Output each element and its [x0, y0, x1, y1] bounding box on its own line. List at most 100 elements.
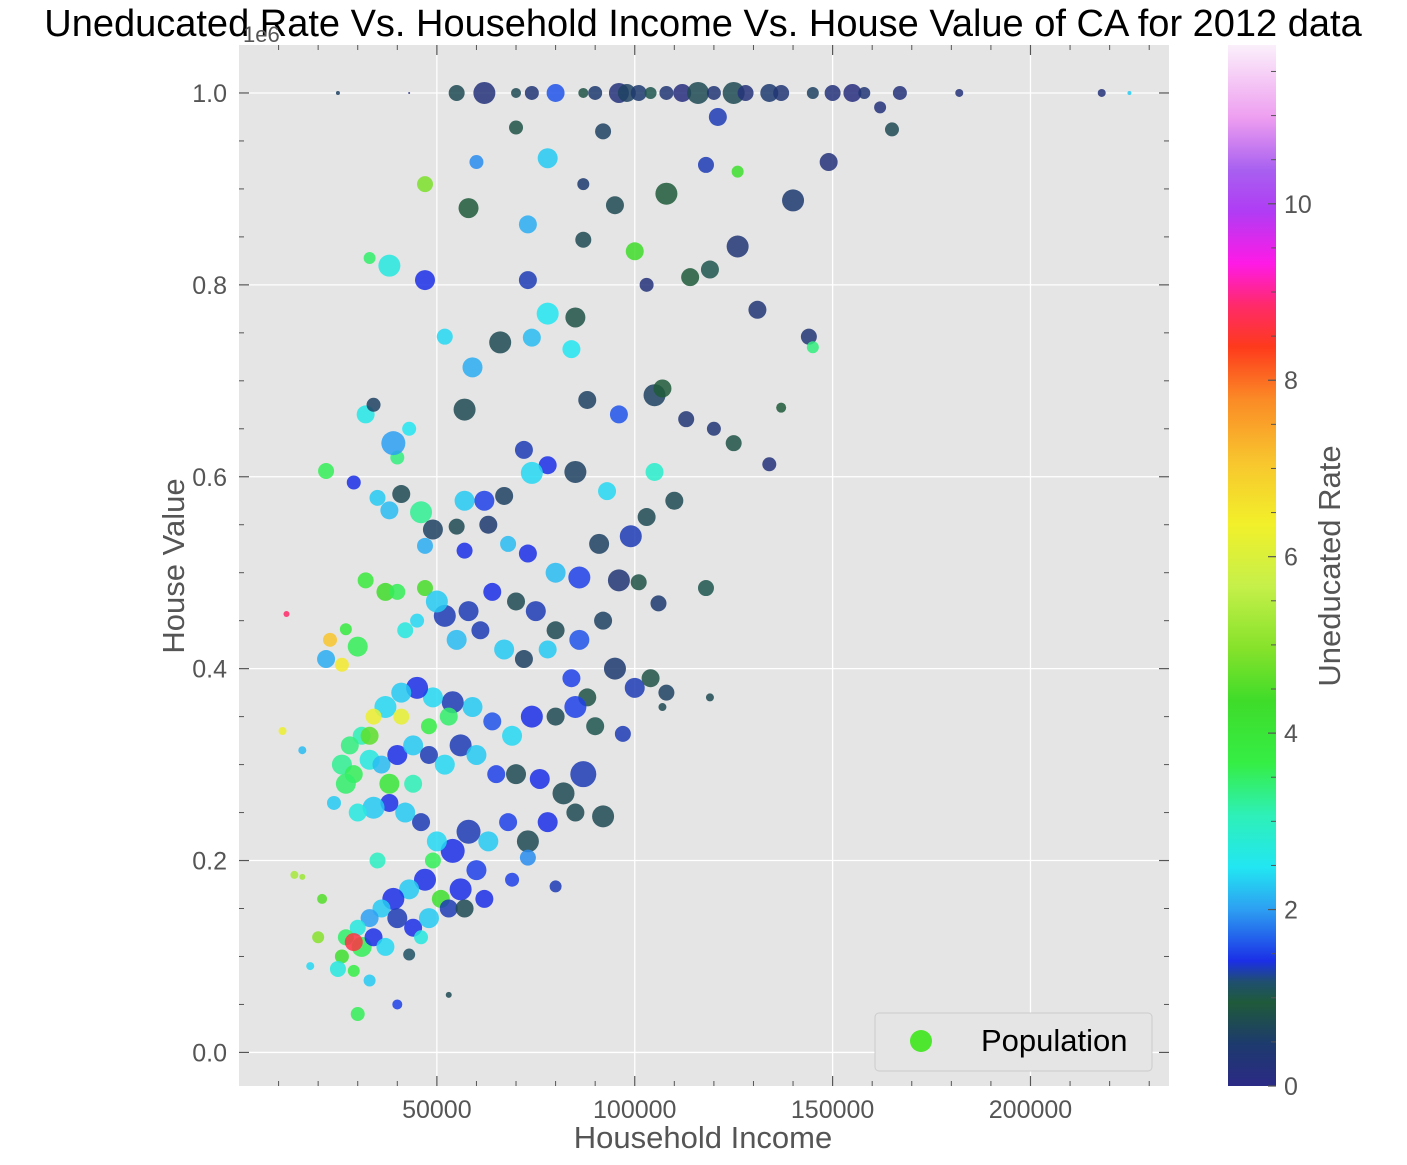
data-point [458, 601, 479, 622]
data-point [349, 919, 366, 936]
data-point [1127, 90, 1132, 95]
colorbar-tick-label: 10 [1284, 191, 1312, 219]
x-tick-label: 50000 [402, 1096, 472, 1124]
chart-title: Uneducated Rate Vs. Household Income Vs.… [44, 3, 1362, 45]
data-point [317, 893, 328, 904]
data-point [458, 198, 479, 219]
y-tick-label: 0.4 [192, 656, 227, 684]
data-point [414, 930, 429, 945]
data-point [350, 1007, 365, 1022]
data-point [525, 601, 546, 622]
data-point [617, 83, 636, 102]
data-point [283, 610, 290, 617]
colorbar-tick-label: 4 [1284, 720, 1298, 748]
data-point [655, 182, 678, 205]
data-point [624, 677, 645, 698]
data-point [570, 761, 597, 788]
colorbar-tick-label: 0 [1284, 1073, 1298, 1101]
data-point [650, 595, 667, 612]
data-point [500, 535, 517, 552]
colorbar: 0 2 4 6 8 10 Uneducated Rate [1228, 45, 1347, 1101]
data-point [473, 81, 496, 104]
data-point [546, 707, 565, 726]
data-point [637, 508, 656, 527]
data-point [419, 745, 438, 764]
data-point [397, 622, 414, 639]
data-point [434, 754, 455, 775]
data-point [659, 85, 674, 100]
y-tick-label: 0.0 [192, 1039, 227, 1067]
data-point [588, 85, 603, 100]
colorbar-ticks: 0 2 4 6 8 10 [1268, 70, 1312, 1101]
legend-label: Population [981, 1023, 1128, 1058]
data-point [326, 795, 341, 810]
data-point [824, 84, 841, 101]
data-point [466, 860, 487, 881]
data-point [422, 519, 443, 540]
data-point [545, 562, 566, 583]
data-point [565, 307, 586, 328]
data-point [378, 254, 401, 277]
data-point [955, 88, 964, 97]
data-point [406, 676, 429, 699]
colorbar-tick-label: 6 [1284, 544, 1298, 572]
data-point [392, 999, 403, 1010]
data-point [641, 669, 660, 688]
data-point [381, 431, 406, 456]
data-point [462, 357, 483, 378]
data-point [366, 397, 381, 412]
data-point [575, 231, 592, 248]
data-point [507, 592, 526, 611]
data-point [299, 873, 306, 880]
data-point [681, 268, 700, 287]
y-axis-label: House Value [156, 478, 191, 653]
data-point [577, 178, 590, 191]
data-point [843, 83, 862, 102]
data-point [520, 461, 543, 484]
data-point [424, 852, 441, 869]
data-point [518, 271, 537, 290]
data-point [456, 542, 473, 559]
data-point [506, 764, 527, 785]
data-point [365, 708, 382, 725]
data-point [518, 215, 537, 234]
data-point [346, 475, 361, 490]
data-point [562, 340, 581, 359]
data-point [417, 537, 433, 554]
data-point [404, 774, 423, 793]
data-point [357, 572, 374, 589]
data-point [278, 727, 287, 736]
data-point [392, 485, 411, 504]
data-point [448, 84, 465, 101]
data-point [347, 636, 368, 657]
data-point [360, 909, 379, 928]
data-point [595, 123, 612, 140]
data-point [546, 621, 565, 640]
data-point [760, 83, 779, 102]
data-point [726, 235, 749, 258]
data-point [705, 693, 714, 702]
data-point [335, 90, 340, 95]
data-point [445, 991, 452, 998]
data-point [511, 87, 522, 98]
data-point [376, 582, 395, 601]
data-point [537, 148, 558, 169]
data-point [348, 803, 367, 822]
data-point [479, 515, 498, 534]
data-point [387, 908, 408, 929]
data-point [363, 251, 376, 264]
data-point [586, 717, 605, 736]
data-point [306, 962, 315, 971]
data-point [290, 870, 299, 879]
data-point [524, 85, 539, 100]
data-point [393, 708, 410, 725]
data-point [605, 196, 624, 215]
data-point [592, 805, 615, 828]
data-point [614, 725, 631, 742]
data-point [462, 697, 483, 718]
data-point [422, 687, 443, 708]
data-point [892, 85, 907, 100]
data-point [436, 328, 453, 345]
data-point [380, 793, 399, 812]
data-point [509, 120, 524, 135]
